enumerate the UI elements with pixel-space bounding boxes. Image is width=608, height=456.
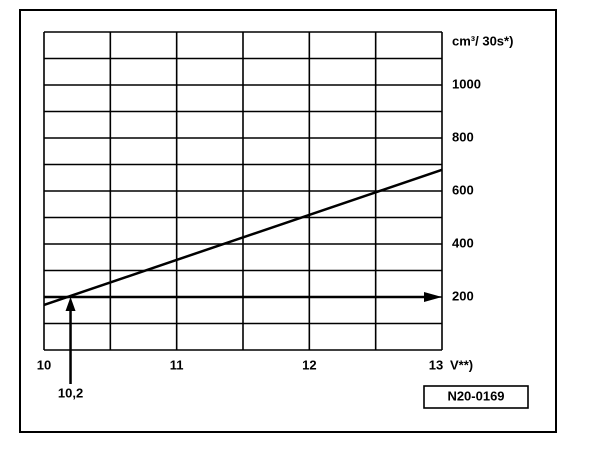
reference-code: N20-0169: [447, 388, 504, 403]
x-tick-label: 13: [429, 357, 443, 372]
marker-label: 10,2: [58, 385, 83, 400]
data-line: [43, 168, 443, 307]
frame: [19, 9, 557, 433]
x-axis-label: V**): [450, 357, 473, 372]
y-axis-label: cm³/ 30s*): [452, 33, 513, 48]
marker-arrowhead-up: [65, 297, 76, 311]
reference-box: [423, 385, 529, 409]
y-tick-label: 200: [452, 288, 474, 303]
y-tick-label: 400: [452, 235, 474, 250]
y-tick-label: 600: [452, 182, 474, 197]
y-tick-label: 800: [452, 129, 474, 144]
x-tick-label: 11: [170, 357, 184, 372]
marker-arrowhead-right: [424, 292, 442, 302]
x-tick-label: 10: [37, 357, 51, 372]
y-tick-label: 1000: [452, 76, 481, 91]
x-tick-label: 12: [302, 357, 316, 372]
